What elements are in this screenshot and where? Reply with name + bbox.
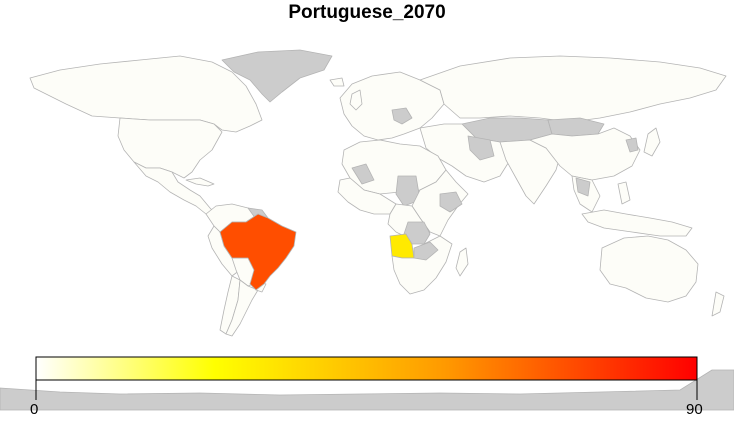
map-title: Portuguese_2070 — [288, 2, 446, 23]
country-iran — [467, 135, 495, 161]
country-europe — [339, 71, 445, 141]
legend-colorbar — [35, 356, 698, 381]
country-eastern-europe — [391, 107, 413, 125]
country-laos — [575, 177, 591, 197]
country-usa — [117, 117, 223, 179]
country-china — [529, 127, 641, 181]
country-greenland — [221, 49, 333, 103]
country-philippines — [617, 181, 631, 205]
country-zambia — [413, 241, 439, 261]
country-iceland — [329, 77, 345, 87]
country-uk — [349, 89, 363, 111]
country-antarctica — [0, 369, 734, 411]
country-new-zealand — [711, 291, 725, 317]
country-russia — [419, 55, 727, 123]
country-cuba — [185, 177, 215, 187]
country-indonesia — [581, 209, 693, 237]
country-ethiopia — [439, 191, 463, 213]
country-australia — [599, 235, 699, 303]
country-mongolia — [547, 117, 605, 137]
country-chad-sudan — [395, 175, 421, 207]
country-canada — [29, 55, 263, 133]
country-brazil — [219, 213, 297, 291]
legend-max-label: 90 — [686, 401, 703, 418]
country-japan — [643, 127, 661, 157]
legend-min-label: 0 — [30, 401, 39, 418]
country-madagascar — [455, 247, 469, 277]
country-korea — [625, 137, 639, 153]
country-mali — [351, 163, 375, 185]
